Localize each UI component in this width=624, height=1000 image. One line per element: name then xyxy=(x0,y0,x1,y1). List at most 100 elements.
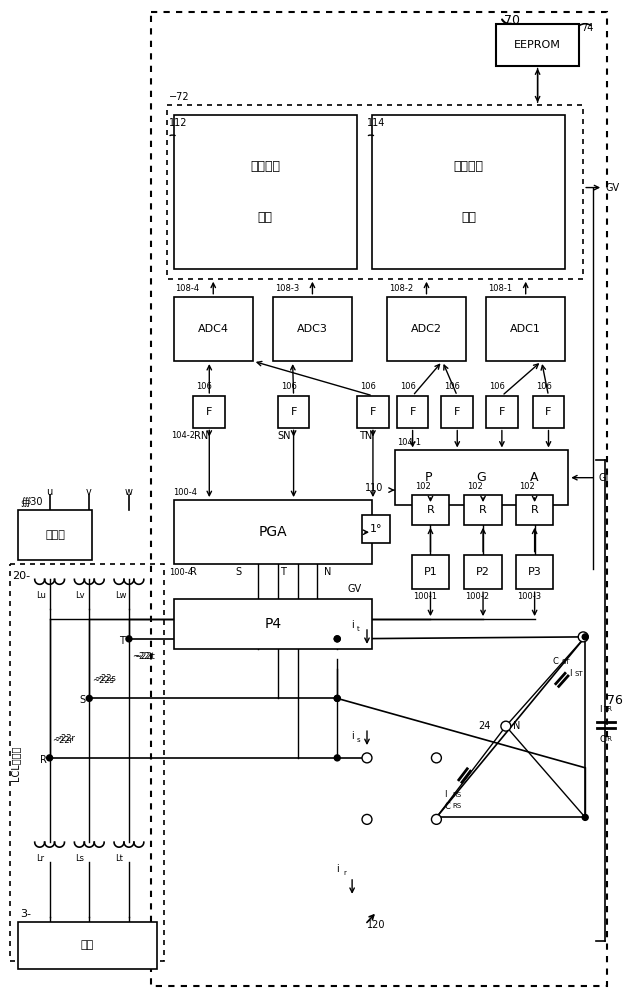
Bar xyxy=(173,297,253,361)
Bar xyxy=(395,450,568,505)
Text: 110: 110 xyxy=(365,483,383,493)
Text: A: A xyxy=(530,471,539,484)
Text: 120: 120 xyxy=(367,920,386,930)
Text: SN: SN xyxy=(278,431,291,441)
Bar xyxy=(151,12,607,986)
Circle shape xyxy=(86,695,92,701)
Text: Lv: Lv xyxy=(76,591,85,600)
Text: 70: 70 xyxy=(504,14,520,27)
Text: 104-1: 104-1 xyxy=(397,438,421,447)
Text: 102: 102 xyxy=(467,482,483,491)
Text: 108-4: 108-4 xyxy=(175,284,200,293)
Bar xyxy=(10,564,163,961)
Text: 114: 114 xyxy=(367,118,386,128)
Text: 106: 106 xyxy=(535,382,552,391)
Text: 3‐: 3‐ xyxy=(20,909,31,919)
Text: P2: P2 xyxy=(476,567,490,577)
Text: R: R xyxy=(479,505,487,515)
Text: F: F xyxy=(454,407,461,417)
Text: s: s xyxy=(357,737,361,743)
Text: ~22s: ~22s xyxy=(92,676,114,685)
Text: 100-3: 100-3 xyxy=(517,592,541,601)
Circle shape xyxy=(431,753,441,763)
Bar xyxy=(167,105,583,279)
Circle shape xyxy=(334,695,340,701)
Text: 102: 102 xyxy=(519,482,535,491)
Text: P3: P3 xyxy=(528,567,542,577)
Text: F: F xyxy=(370,407,376,417)
Bar xyxy=(516,555,553,589)
Text: I: I xyxy=(569,669,572,678)
Text: 74: 74 xyxy=(581,23,593,33)
Text: 108-2: 108-2 xyxy=(389,284,413,293)
Text: 电压信号: 电压信号 xyxy=(250,160,280,173)
Text: 76: 76 xyxy=(607,694,623,707)
Bar xyxy=(486,297,565,361)
Circle shape xyxy=(334,695,340,701)
Bar xyxy=(362,515,390,543)
Bar xyxy=(412,495,449,525)
Text: v: v xyxy=(85,487,91,497)
Text: t: t xyxy=(357,626,360,632)
Text: R: R xyxy=(531,505,539,515)
Text: ~22r: ~22r xyxy=(52,736,74,745)
Bar xyxy=(372,115,565,269)
Text: ~22s: ~22s xyxy=(94,674,116,683)
Bar xyxy=(193,396,225,428)
Text: r: r xyxy=(343,870,346,876)
Text: ~22t: ~22t xyxy=(134,652,155,661)
Text: F: F xyxy=(499,407,505,417)
Bar xyxy=(533,396,564,428)
Text: PGA: PGA xyxy=(258,525,287,539)
Text: Lt: Lt xyxy=(115,854,123,863)
Text: 100-2: 100-2 xyxy=(465,592,489,601)
Text: ST: ST xyxy=(574,671,583,677)
Bar xyxy=(18,510,92,560)
Circle shape xyxy=(578,632,588,642)
Text: I: I xyxy=(444,790,447,799)
Bar xyxy=(273,297,352,361)
Bar xyxy=(464,495,502,525)
Text: ADC1: ADC1 xyxy=(510,324,541,334)
Text: T: T xyxy=(280,567,286,577)
Text: i: i xyxy=(336,864,339,874)
Bar xyxy=(516,495,553,525)
Bar xyxy=(387,297,466,361)
Text: i: i xyxy=(351,620,353,630)
Text: F: F xyxy=(206,407,212,417)
Text: 100-4: 100-4 xyxy=(173,488,198,497)
Text: RN: RN xyxy=(195,431,208,441)
Text: 20‐: 20‐ xyxy=(12,571,30,581)
Text: 电流信号: 电流信号 xyxy=(454,160,484,173)
Circle shape xyxy=(501,721,511,731)
Text: LCL滤波器: LCL滤波器 xyxy=(10,745,20,781)
Text: 处理: 处理 xyxy=(258,211,273,224)
Bar xyxy=(173,115,357,269)
Bar xyxy=(464,555,502,589)
Text: EEPROM: EEPROM xyxy=(514,40,561,50)
Text: 1°: 1° xyxy=(369,524,382,534)
Text: P4: P4 xyxy=(264,617,281,631)
Text: N: N xyxy=(513,721,520,731)
Text: 106: 106 xyxy=(360,382,376,391)
Circle shape xyxy=(431,814,441,824)
Text: 106: 106 xyxy=(444,382,461,391)
Text: −72: −72 xyxy=(168,92,189,102)
Text: GV: GV xyxy=(347,584,361,594)
Text: RS: RS xyxy=(452,792,461,798)
Text: C: C xyxy=(552,657,558,666)
Text: F: F xyxy=(409,407,416,417)
Text: 106: 106 xyxy=(281,382,296,391)
Circle shape xyxy=(582,814,588,820)
Circle shape xyxy=(126,636,132,642)
Text: 逆变器: 逆变器 xyxy=(45,530,65,540)
Text: ~22r: ~22r xyxy=(54,734,76,743)
Circle shape xyxy=(334,636,340,642)
Text: 处理: 处理 xyxy=(461,211,476,224)
Text: u: u xyxy=(46,487,52,497)
Bar xyxy=(173,599,372,649)
Circle shape xyxy=(334,636,340,642)
Text: RS: RS xyxy=(452,803,461,809)
Bar xyxy=(412,555,449,589)
Circle shape xyxy=(362,753,372,763)
